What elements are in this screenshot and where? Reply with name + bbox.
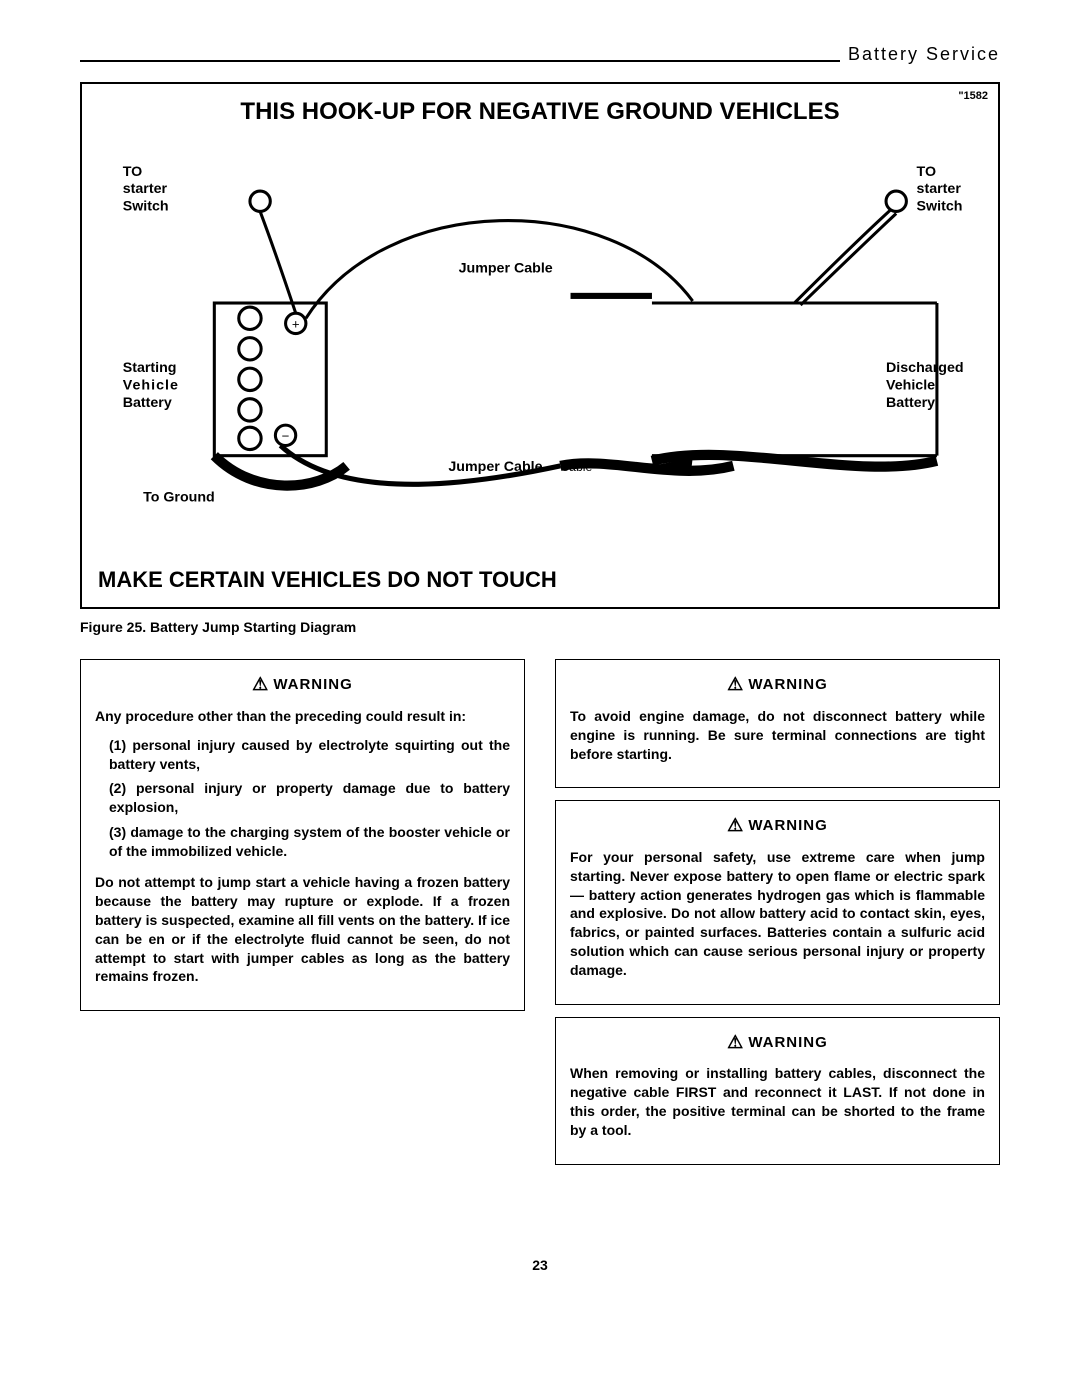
warning-item-1: (1) personal injury caused by electrolyt…	[109, 736, 510, 774]
warning-item-2: (2) personal injury or property damage d…	[109, 779, 510, 817]
warning-heading: ⚠WARNING	[570, 813, 985, 837]
section-title: Battery Service	[840, 44, 1000, 65]
diagram-title: THIS HOOK-UP FOR NEGATIVE GROUND VEHICLE…	[82, 98, 998, 126]
warning-heading: ⚠WARNING	[570, 1030, 985, 1054]
svg-text:Jumper Cable: Jumper Cable	[459, 260, 553, 276]
right-column: ⚠WARNING To avoid engine damage, do not …	[555, 659, 1000, 1176]
warning-body: When removing or installing battery cabl…	[570, 1064, 985, 1140]
warning-icon: ⚠	[727, 674, 744, 694]
warning-box-engine: ⚠WARNING To avoid engine damage, do not …	[555, 659, 1000, 788]
svg-text:Battery: Battery	[123, 395, 172, 411]
diagram-code: "1582	[958, 90, 988, 102]
left-column: ⚠WARNING Any procedure other than the pr…	[80, 659, 525, 1176]
warning-body: To avoid engine damage, do not disconnec…	[570, 707, 985, 764]
warning-icon: ⚠	[727, 815, 744, 835]
svg-text:starter: starter	[123, 181, 168, 197]
svg-text:Jumper Cable: Jumper Cable	[448, 459, 542, 475]
svg-text:TO: TO	[123, 164, 143, 180]
warning-heading: ⚠WARNING	[95, 672, 510, 696]
warning-box-procedure: ⚠WARNING Any procedure other than the pr…	[80, 659, 525, 1011]
warning-label: WARNING	[748, 817, 828, 834]
svg-text:Switch: Switch	[917, 198, 963, 214]
svg-text:−: −	[282, 428, 290, 443]
svg-text:Vehicle: Vehicle	[123, 378, 179, 394]
warning-box-cables: ⚠WARNING When removing or installing bat…	[555, 1017, 1000, 1165]
warning-frozen: Do not attempt to jump start a vehicle h…	[95, 873, 510, 986]
warning-intro: Any procedure other than the preceding c…	[95, 707, 510, 726]
svg-text:Starting: Starting	[123, 360, 177, 376]
battery-diagram-svg: + − TO starter Switch TO starter Sw	[82, 130, 998, 557]
svg-text:starter: starter	[917, 181, 962, 197]
svg-text:Cable: Cable	[560, 460, 592, 474]
warning-label: WARNING	[748, 676, 828, 693]
svg-text:Vehicle: Vehicle	[886, 378, 935, 394]
warning-label: WARNING	[748, 1034, 828, 1051]
warning-columns: ⚠WARNING Any procedure other than the pr…	[80, 659, 1000, 1176]
jump-start-diagram-box: "1582 THIS HOOK-UP FOR NEGATIVE GROUND V…	[80, 82, 1000, 609]
svg-text:Battery: Battery	[886, 395, 935, 411]
warning-body: For your personal safety, use extreme ca…	[570, 848, 985, 980]
svg-text:TO: TO	[917, 164, 937, 180]
warning-icon: ⚠	[252, 674, 269, 694]
diagram-footer: MAKE CERTAIN VEHICLES DO NOT TOUCH	[98, 567, 982, 593]
section-rule: Battery Service	[80, 60, 1000, 62]
svg-text:Discharged: Discharged	[886, 360, 964, 376]
warning-heading: ⚠WARNING	[570, 672, 985, 696]
warning-item-3: (3) damage to the charging system of the…	[109, 823, 510, 861]
warning-icon: ⚠	[727, 1032, 744, 1052]
figure-caption: Figure 25. Battery Jump Starting Diagram	[80, 619, 1000, 635]
svg-text:+: +	[292, 316, 300, 331]
warning-label: WARNING	[273, 676, 353, 693]
svg-text:To Ground: To Ground	[143, 489, 215, 505]
svg-text:Switch: Switch	[123, 198, 169, 214]
page-number: 23	[80, 1257, 1000, 1273]
warning-box-safety: ⚠WARNING For your personal safety, use e…	[555, 800, 1000, 1005]
